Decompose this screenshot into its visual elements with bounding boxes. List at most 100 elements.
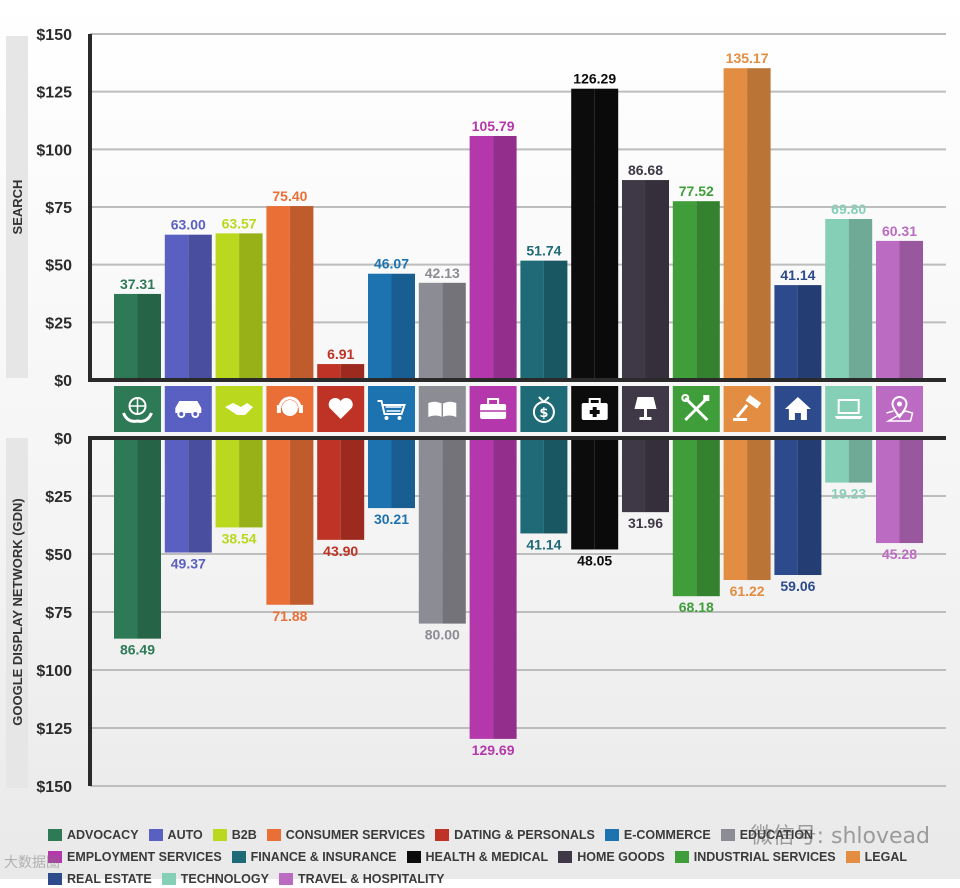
search-bar-shade-13 <box>797 285 822 380</box>
gdn-tick-label: $75 <box>45 605 72 622</box>
map-pin-icon <box>885 396 914 422</box>
legend-label: AUTO <box>167 828 203 842</box>
legend-item: HOME GOODS <box>558 848 665 866</box>
svg-text:$: $ <box>539 406 548 421</box>
gavel-icon <box>733 394 762 421</box>
gdn-axis-band <box>6 438 28 788</box>
diverging-bar-chart: $0 $25 $50 $75 $100 $125 $150 $0 $25 $50 $75 $100 $1… <box>10 27 946 796</box>
corner-watermark: 大数据圈 <box>4 855 60 871</box>
search-value-label: 60.31 <box>882 223 917 239</box>
search-bar-0 <box>114 293 138 380</box>
icon-tile-14 <box>825 386 873 432</box>
gdn-bar-shade-6 <box>442 438 466 624</box>
search-value-label: 46.07 <box>374 256 409 272</box>
gdn-bar-12 <box>723 438 748 581</box>
legend-swatch <box>48 851 62 863</box>
car-icon <box>175 401 202 418</box>
search-bar-6 <box>418 282 443 380</box>
search-bar-shade-3 <box>289 206 314 380</box>
gdn-tick-label: $25 <box>45 489 72 506</box>
first-aid-kit-icon <box>581 398 608 420</box>
legend-swatch <box>674 851 689 863</box>
search-axis-band <box>6 36 28 378</box>
legend-swatch <box>48 873 62 885</box>
legend-item: B2B <box>212 826 257 844</box>
gdn-bar-7 <box>469 438 494 739</box>
search-value-label: 105.79 <box>472 118 515 134</box>
search-bar-11 <box>672 201 697 380</box>
search-value-label: 63.00 <box>171 217 206 233</box>
legend-swatch <box>161 873 176 885</box>
legend-label: HOME GOODS <box>577 850 665 864</box>
chart-legend: ADVOCACY AUTO B2B CONSUMER SERVICES DATING &… <box>48 826 953 888</box>
search-value-label: 126.29 <box>573 71 616 87</box>
legend-swatch <box>266 829 281 841</box>
search-bar-shade-9 <box>594 88 619 380</box>
gdn-bar-shade-10 <box>645 438 669 513</box>
gdn-value-label: 49.37 <box>171 556 206 572</box>
gdn-bar-shade-12 <box>747 438 771 581</box>
gdn-value-label: 68.18 <box>679 599 714 615</box>
gdn-value-label: 59.06 <box>780 578 815 594</box>
gdn-bar-8 <box>520 438 544 534</box>
search-bar-4 <box>317 364 341 380</box>
search-bar-shade-11 <box>696 201 720 380</box>
legend-label: E-COMMERCE <box>623 828 711 842</box>
gdn-bar-3 <box>266 438 290 605</box>
legend-label: INDUSTRIAL SERVICES <box>693 850 836 864</box>
gdn-bar-shade-0 <box>137 438 161 639</box>
heart-icon <box>328 397 353 419</box>
search-bar-12 <box>723 68 748 381</box>
legend-label: HEALTH & MEDICAL <box>425 850 549 864</box>
search-bar-3 <box>266 206 290 380</box>
legend-label: FINANCE & INSURANCE <box>250 850 397 864</box>
search-value-label: 63.57 <box>222 215 257 231</box>
shopping-cart-icon <box>377 400 406 420</box>
legend-label: B2B <box>231 828 257 842</box>
gdn-tick-label: $150 <box>36 779 72 796</box>
gdn-value-label: 43.90 <box>323 543 358 559</box>
gdn-value-label: 61.22 <box>730 583 765 599</box>
gdn-axis-title: GOOGLE DISPLAY NETWORK (GDN) <box>10 498 25 726</box>
search-value-label: 77.52 <box>679 183 714 199</box>
search-bar-shade-5 <box>391 273 415 380</box>
search-bar-1 <box>164 234 189 380</box>
search-bar-shade-6 <box>442 282 466 380</box>
legend-item: CONSUMER SERVICES <box>266 826 425 844</box>
legend-item: TECHNOLOGY <box>161 870 269 888</box>
search-tick-label: $100 <box>36 142 72 159</box>
gdn-bar-11 <box>672 438 697 597</box>
gdn-bar-14 <box>825 438 849 483</box>
legend-label: REAL ESTATE <box>67 872 152 886</box>
search-tick-label: $150 <box>36 27 72 44</box>
legend-item: REAL ESTATE <box>48 870 152 888</box>
gdn-tick-label: $0 <box>54 431 72 448</box>
legend-label: EMPLOYMENT SERVICES <box>67 850 222 864</box>
search-bar-shade-12 <box>747 68 771 381</box>
gdn-bar-1 <box>164 438 189 553</box>
gdn-tick-label: $50 <box>45 547 72 564</box>
legend-item: ADVOCACY <box>48 826 139 844</box>
search-bar-shade-7 <box>493 135 517 380</box>
search-bar-8 <box>520 260 544 380</box>
tools-icon <box>681 394 710 422</box>
gdn-value-label: 45.28 <box>882 546 917 562</box>
legend-swatch <box>558 851 573 863</box>
gdn-bar-shade-3 <box>289 438 314 605</box>
gdn-tick-label: $125 <box>36 721 72 738</box>
search-bar-shade-0 <box>137 293 161 380</box>
legend-label: EDUCATION <box>739 828 814 842</box>
gdn-bar-13 <box>774 438 798 576</box>
legend-item: EMPLOYMENT SERVICES <box>48 848 222 866</box>
gdn-bar-2 <box>215 438 240 528</box>
search-bar-5 <box>368 273 392 380</box>
search-value-label: 37.31 <box>120 276 155 292</box>
gdn-bar-shade-5 <box>391 438 415 509</box>
gdn-bar-shade-9 <box>594 438 619 550</box>
search-tick-label: $25 <box>45 315 72 332</box>
search-bar-14 <box>825 218 849 380</box>
gdn-bar-9 <box>571 438 595 550</box>
gdn-bar-6 <box>418 438 443 624</box>
search-bar-7 <box>469 135 494 380</box>
